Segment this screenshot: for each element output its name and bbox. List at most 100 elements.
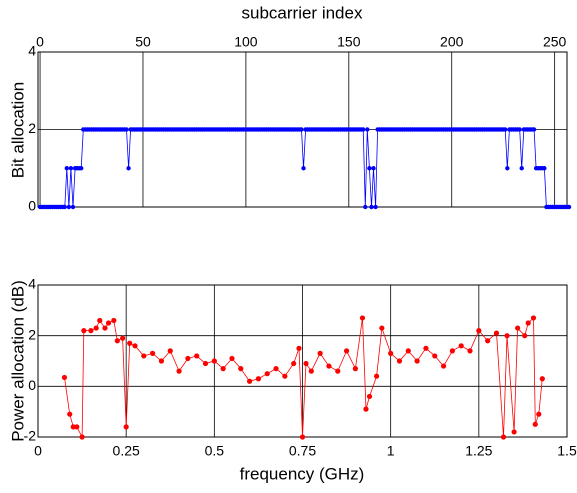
data-point	[326, 363, 332, 369]
data-point	[299, 434, 306, 440]
data-point	[363, 406, 369, 412]
data-point	[255, 376, 262, 382]
data-point	[264, 371, 270, 377]
data-point	[369, 204, 374, 210]
y-tick-label: 4	[28, 276, 36, 292]
data-point	[365, 127, 370, 132]
data-point	[373, 204, 378, 210]
data-point	[132, 343, 138, 349]
data-point	[367, 166, 372, 171]
data-point	[61, 374, 68, 381]
data-point	[97, 317, 103, 324]
x-tick-label: 0.5	[205, 443, 225, 459]
data-point	[202, 360, 209, 367]
data-point	[505, 166, 510, 171]
x-axis-label: frequency (GHz)	[240, 464, 365, 483]
data-point	[74, 424, 80, 430]
data-point	[566, 204, 572, 210]
x-tick-label: 0	[36, 34, 44, 50]
data-point	[361, 127, 366, 132]
data-point	[102, 325, 108, 331]
data-point	[167, 348, 173, 354]
data-point	[211, 358, 217, 364]
data-point	[64, 166, 70, 171]
data-point	[396, 358, 403, 364]
data-point	[105, 320, 112, 326]
data-point	[150, 350, 156, 356]
data-point	[114, 338, 120, 344]
data-point	[194, 353, 200, 359]
data-point	[124, 127, 129, 132]
data-point	[515, 325, 521, 331]
data-point	[493, 330, 500, 336]
data-point	[485, 338, 491, 344]
data-point	[220, 366, 226, 372]
data-point	[366, 393, 373, 400]
y-tick-label: 2	[28, 120, 36, 136]
data-point	[185, 355, 191, 362]
x-tick-label: 50	[135, 34, 151, 50]
data-point	[539, 376, 545, 382]
data-point	[352, 366, 358, 372]
data-point	[141, 353, 147, 359]
data-point	[343, 348, 350, 354]
data-point	[405, 348, 411, 354]
y-tick-label: 2	[28, 326, 36, 342]
data-point	[238, 366, 244, 372]
data-point	[359, 315, 366, 321]
data-point	[379, 325, 385, 331]
data-point	[247, 378, 253, 384]
data-point	[525, 320, 531, 326]
y-tick-label: 0	[28, 377, 36, 393]
data-point	[317, 350, 323, 356]
data-point	[282, 373, 288, 379]
x-tick-label: 0.75	[289, 443, 316, 459]
data-point	[79, 166, 84, 171]
data-point	[423, 345, 429, 351]
data-point	[127, 340, 133, 346]
x-tick-label: 1.25	[465, 443, 492, 459]
data-point	[296, 345, 302, 351]
data-point	[273, 366, 279, 372]
top-axis-label: subcarrier index	[242, 3, 363, 22]
data-point	[81, 328, 87, 334]
data-point	[303, 360, 309, 367]
y-axis-label: Bit allocation	[8, 82, 27, 178]
data-point	[67, 411, 73, 417]
x-tick-label: 150	[337, 34, 361, 50]
y-tick-label: -2	[24, 428, 37, 444]
data-point	[123, 424, 129, 430]
data-point	[542, 166, 547, 171]
x-tick-label: 200	[440, 34, 464, 50]
data-point	[229, 355, 235, 362]
data-point	[158, 358, 165, 364]
x-tick-label: 100	[234, 34, 258, 50]
y-tick-label: 4	[28, 43, 36, 59]
data-point	[519, 166, 524, 171]
data-point	[70, 204, 76, 210]
x-tick-label: 0.25	[113, 443, 140, 459]
data-point	[299, 127, 304, 132]
y-tick-label: 0	[28, 198, 36, 214]
data-point	[522, 333, 528, 339]
x-tick-label: 0	[34, 443, 42, 459]
data-point	[291, 360, 297, 367]
data-point	[88, 328, 94, 334]
data-point	[373, 373, 380, 379]
data-point	[371, 166, 376, 171]
x-tick-label: 1	[387, 443, 395, 459]
data-point	[308, 368, 314, 374]
x-tick-label: 1.5	[557, 443, 577, 459]
data-point	[68, 166, 74, 171]
data-point	[62, 204, 67, 210]
data-point	[536, 411, 542, 417]
data-point	[511, 429, 517, 435]
data-point	[503, 127, 508, 132]
x-tick-label: 250	[543, 34, 567, 50]
data-point	[476, 328, 482, 334]
data-point	[93, 325, 99, 331]
data-point	[467, 348, 473, 354]
data-point	[414, 358, 420, 364]
data-point	[120, 335, 126, 341]
data-point	[440, 363, 447, 369]
